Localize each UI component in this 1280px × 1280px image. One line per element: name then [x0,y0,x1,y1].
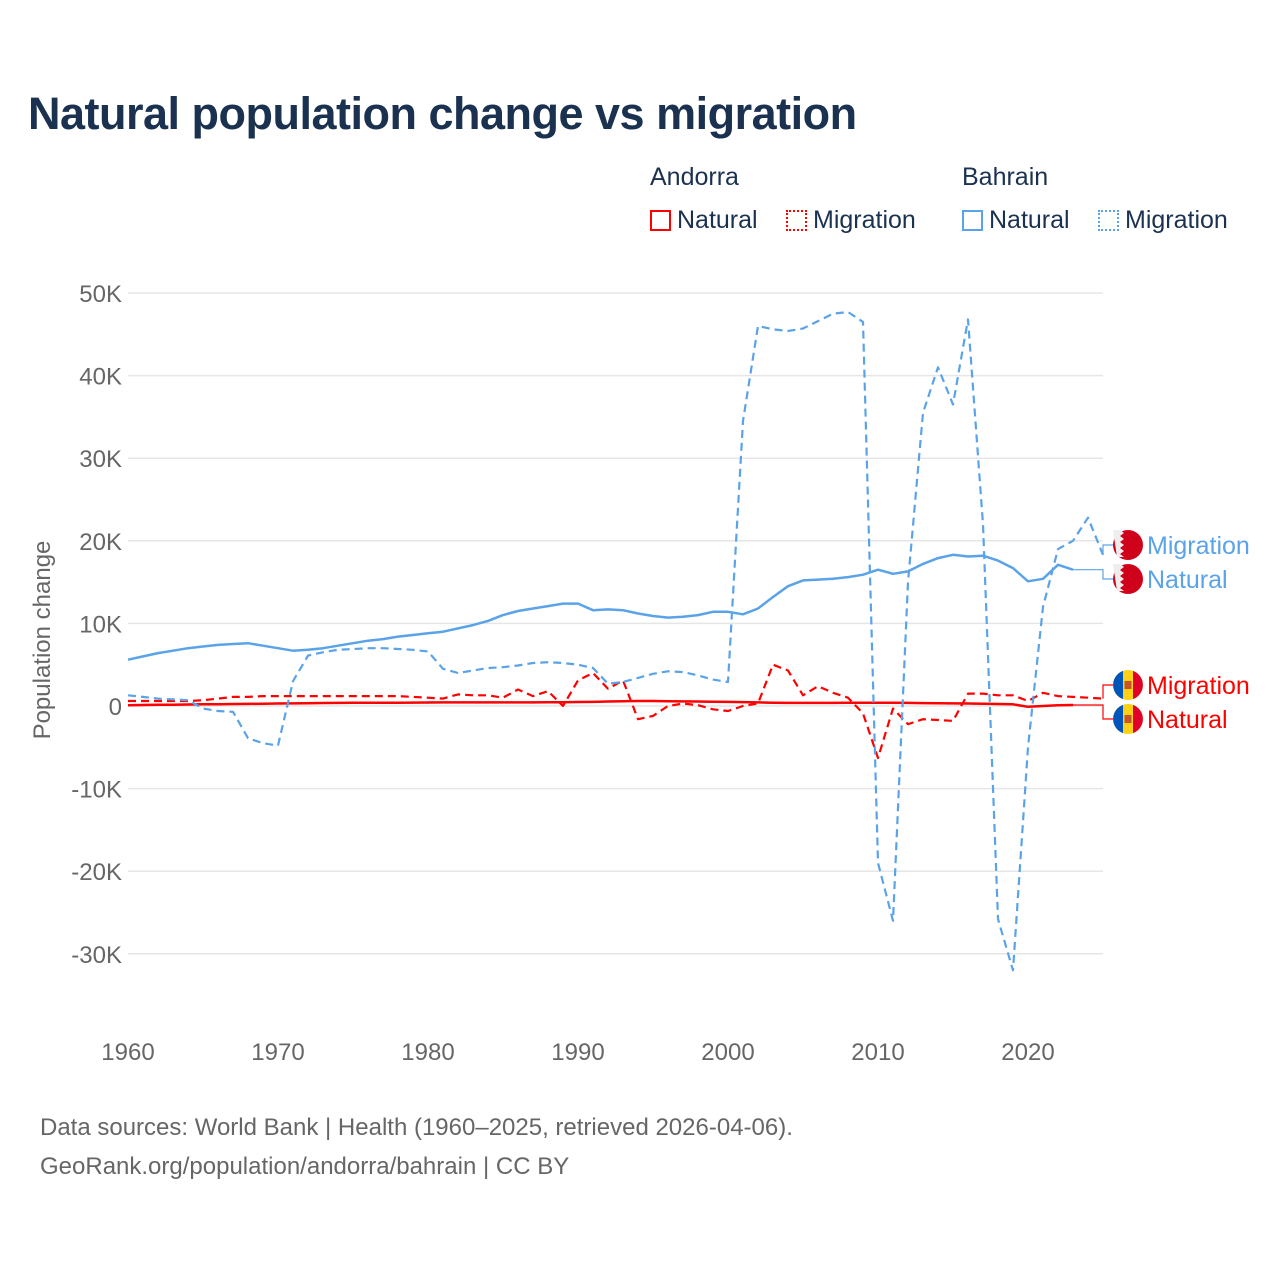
flag-blue [1113,704,1123,734]
legend-label: Natural [989,206,1070,234]
y-tick-label: -10K [71,777,122,804]
x-tick-label: 1990 [551,1039,604,1066]
y-tick-label: -30K [71,942,122,969]
andorra-flag-icon [1113,670,1143,700]
chart-title: Natural population change vs migration [28,88,857,139]
flag-blue [1113,670,1123,700]
flag-red [1133,704,1143,734]
legend-swatch-solid [650,210,671,231]
end-label: Natural [1147,566,1228,594]
legend-label: Migration [813,206,916,234]
y-tick-label: 20K [79,529,122,556]
series-line-bahrain-natural [127,553,1074,661]
y-tick-label: 10K [79,611,122,638]
legend-swatch-dotted [786,210,807,231]
andorra-flag-icon [1113,704,1143,734]
x-tick-label: 1970 [251,1039,304,1066]
y-tick-label: 40K [79,364,122,391]
footer: Data sources: World Bank | Health (1960–… [40,1108,793,1186]
bahrain-flag-icon [1113,530,1143,560]
label-connector [1102,544,1113,555]
legend-andorra-migration[interactable]: Migration [786,206,916,235]
legend-label: Natural [677,206,758,234]
end-label: Natural [1147,706,1228,734]
legend-andorra-natural[interactable]: Natural [650,206,758,235]
legend-bahrain-migration[interactable]: Migration [1098,206,1228,235]
end-label: Migration [1147,672,1250,700]
footer-sources: Data sources: World Bank | Health (1960–… [40,1114,793,1141]
flag-crest [1124,681,1132,689]
flag-white-band [1113,564,1124,591]
x-tick-label: 2020 [1001,1039,1054,1066]
series-line-andorra-natural [127,699,1074,709]
label-connector [1102,684,1113,699]
legend-group-bahrain: Bahrain [962,163,1049,191]
x-tick-label: 1960 [101,1039,154,1066]
x-tick-label: 1980 [401,1039,454,1066]
legend-group-andorra: Andorra [650,163,739,191]
legend-swatch-dotted [1098,210,1119,231]
series-line-andorra-migration [128,663,1104,760]
y-tick-label: 30K [79,446,122,473]
end-label: Migration [1147,532,1250,560]
y-axis-label: Population change [29,541,56,740]
legend-swatch-solid [962,210,983,231]
flag-crest [1124,715,1132,723]
footer-link[interactable]: GeoRank.org/population/andorra/bahrain |… [40,1153,570,1180]
y-tick-label: -20K [71,859,122,886]
label-connector [1073,569,1113,580]
y-tick-label: 50K [79,281,122,308]
label-connector [1073,704,1113,720]
flag-red [1133,670,1143,700]
flag-white-band [1113,530,1124,557]
x-tick-label: 2000 [701,1039,754,1066]
legend-label: Migration [1125,206,1228,234]
series-line-bahrain-migration [127,310,1105,972]
bahrain-flag-icon [1113,564,1143,594]
x-tick-label: 2010 [851,1039,904,1066]
y-tick-label: 0 [109,694,122,721]
legend-bahrain-natural[interactable]: Natural [962,206,1070,235]
